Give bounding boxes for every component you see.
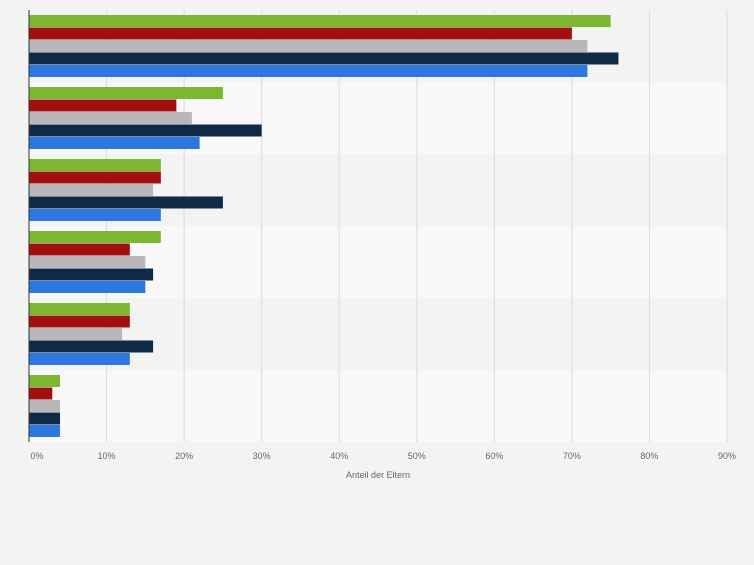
bar-group1-series0	[29, 87, 223, 99]
bar-group1-series4	[29, 137, 200, 149]
x-tick-label: 60%	[485, 451, 503, 461]
bar-group3-series2	[29, 256, 146, 268]
bar-group0-series2	[29, 40, 588, 52]
x-tick-label: 50%	[408, 451, 426, 461]
bar-group5-series1	[29, 387, 53, 400]
bar-group4-series3	[29, 340, 154, 353]
bar-group2-series2	[29, 184, 154, 196]
bar-group5-series4	[29, 425, 61, 437]
bar-group4-series0	[29, 303, 130, 315]
x-tick-label: 10%	[98, 451, 116, 461]
bar-group4-series2	[29, 328, 123, 340]
bar-group0-series1	[29, 27, 572, 40]
bar-group2-series4	[29, 209, 161, 221]
x-tick-labels: 0% 10% 20% 30% 40% 50% 60% 70% 80% 90%	[30, 451, 736, 461]
x-tick-label: 30%	[253, 451, 271, 461]
bar-group5-series3	[29, 412, 61, 425]
bar-group2-series0	[29, 159, 161, 171]
x-tick-label: 40%	[330, 451, 348, 461]
gridlines	[106, 10, 728, 442]
bar-group5-series2	[29, 400, 61, 412]
x-axis-title: Anteil der Eltern	[346, 470, 410, 480]
bar-group3-series0	[29, 231, 161, 243]
bar-group1-series2	[29, 112, 192, 124]
bar-group4-series1	[29, 315, 130, 328]
bar-group0-series3	[29, 52, 619, 65]
bar-group2-series1	[29, 171, 161, 184]
x-tick-label: 20%	[175, 451, 193, 461]
bar-group2-series3	[29, 196, 223, 209]
bar-group3-series1	[29, 243, 130, 256]
category-bands	[29, 10, 727, 442]
bar-group1-series3	[29, 124, 262, 137]
category-band-4	[29, 298, 727, 370]
x-tick-label: 70%	[563, 451, 581, 461]
bar-group3-series4	[29, 281, 146, 293]
x-tick-label: 90%	[718, 451, 736, 461]
bars	[29, 15, 619, 437]
category-band-5	[29, 370, 727, 442]
bar-group1-series1	[29, 99, 177, 112]
bar-group5-series0	[29, 375, 61, 387]
bar-group0-series0	[29, 15, 611, 27]
x-tick-label: 0%	[30, 451, 43, 461]
bar-group0-series4	[29, 65, 588, 77]
bar-group3-series3	[29, 268, 154, 281]
bar-group4-series4	[29, 353, 130, 365]
x-tick-label: 80%	[640, 451, 658, 461]
